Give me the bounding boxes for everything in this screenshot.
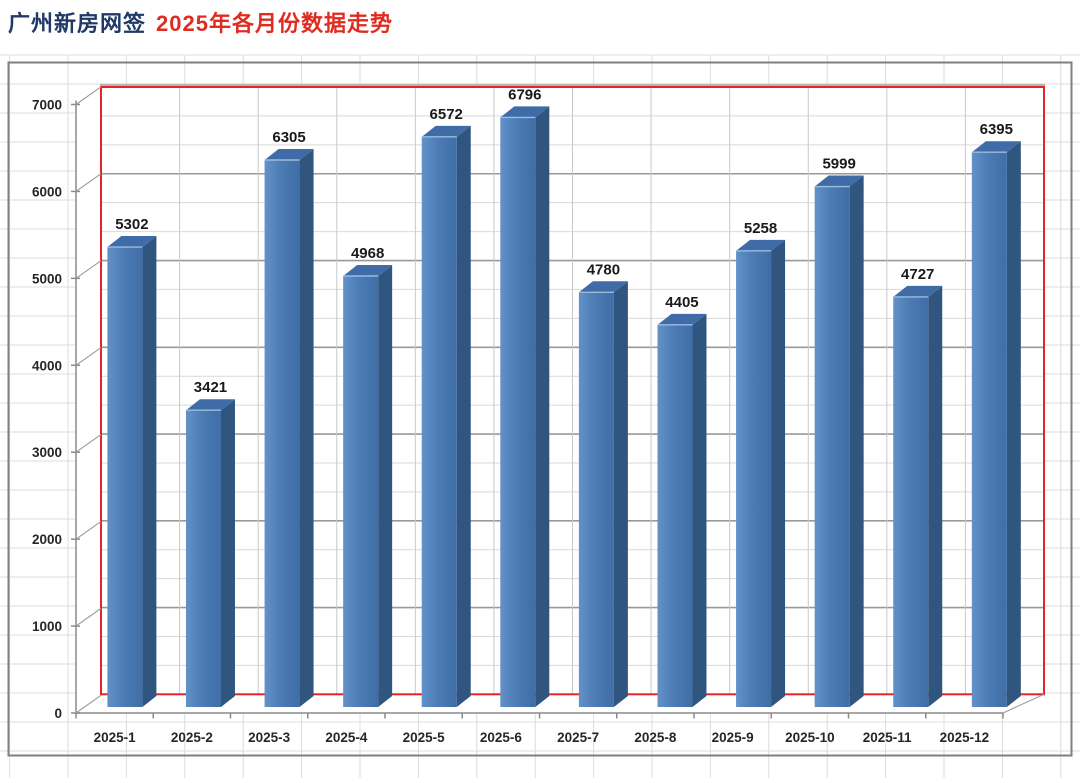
- data-label: 6572: [430, 106, 463, 123]
- y-tick-label: 6000: [32, 184, 62, 199]
- y-tick-label: 7000: [32, 98, 62, 113]
- floor: [76, 694, 1044, 713]
- side-wall: [76, 87, 101, 713]
- data-label: 4780: [587, 261, 620, 278]
- x-tick-label: 2025-11: [863, 730, 912, 745]
- bar-2025-7: 4780: [578, 261, 628, 707]
- chart-title-primary: 广州新房网签: [8, 11, 147, 36]
- bar-2025-6: 6796: [500, 86, 550, 708]
- bar-2025-5: 6572: [421, 106, 471, 708]
- x-axis-labels: 2025-1 2025-2 2025-3 2025-4 2025-5 2025-6 2025…: [94, 730, 990, 745]
- y-tick-label: 1000: [32, 619, 62, 634]
- chart-frame: [7, 61, 1073, 757]
- depth-connectors: [75, 86, 1045, 714]
- bar-2025-12: 6395: [971, 121, 1021, 708]
- bars: 5302 3421 6305 4968 6572 6796 4780 4405 5258 5999…: [107, 86, 1021, 708]
- y-axis-labels: 7000 6000 5000 4000 3000 2000 1000 0: [32, 98, 62, 722]
- data-label: 3421: [194, 379, 227, 396]
- x-tick-label: 2025-7: [557, 730, 599, 745]
- chart-title-secondary: 2025年各月份数据走势: [156, 11, 393, 36]
- bar-2025-4: 4968: [343, 245, 393, 707]
- data-label: 4968: [351, 245, 384, 262]
- bar-2025-1: 5302: [107, 216, 157, 708]
- data-label: 4405: [665, 294, 698, 311]
- data-label: 6395: [980, 121, 1013, 138]
- y-tick-label: 2000: [32, 532, 62, 547]
- x-tick-label: 2025-10: [785, 730, 835, 745]
- bar-2025-9: 5258: [736, 220, 786, 708]
- data-label: 6796: [508, 86, 541, 103]
- x-tick-label: 2025-4: [325, 730, 368, 745]
- y-tick-label: 5000: [32, 271, 62, 286]
- x-tick-label: 2025-12: [940, 730, 990, 745]
- y-tick-label: 3000: [32, 445, 62, 460]
- bar-2025-8: 4405: [657, 294, 707, 707]
- wall-gridlines: [100, 83, 1045, 695]
- data-label: 6305: [272, 129, 305, 146]
- x-tick-label: 2025-8: [634, 730, 677, 745]
- wall-red-border: [100, 86, 1045, 696]
- bar-2025-3: 6305: [264, 129, 314, 707]
- data-label: 5258: [744, 220, 777, 237]
- data-label: 4727: [901, 266, 934, 283]
- y-tick-label: 0: [54, 706, 62, 721]
- data-label: 5302: [115, 216, 148, 233]
- x-tick-label: 2025-2: [171, 730, 213, 745]
- x-tick-label: 2025-5: [403, 730, 446, 745]
- bar-2025-2: 3421: [185, 379, 235, 707]
- x-tick-label: 2025-3: [248, 730, 291, 745]
- x-tick-label: 2025-9: [712, 730, 754, 745]
- axes: [71, 100, 1004, 719]
- x-tick-label: 2025-6: [480, 730, 523, 745]
- bar-2025-11: 4727: [893, 266, 943, 707]
- y-tick-label: 4000: [32, 358, 62, 373]
- chart-title: 广州新房网签 2025年各月份数据走势: [8, 6, 393, 38]
- x-tick-label: 2025-1: [94, 730, 137, 745]
- data-label: 5999: [822, 156, 855, 173]
- bar-2025-10: 5999: [814, 156, 864, 708]
